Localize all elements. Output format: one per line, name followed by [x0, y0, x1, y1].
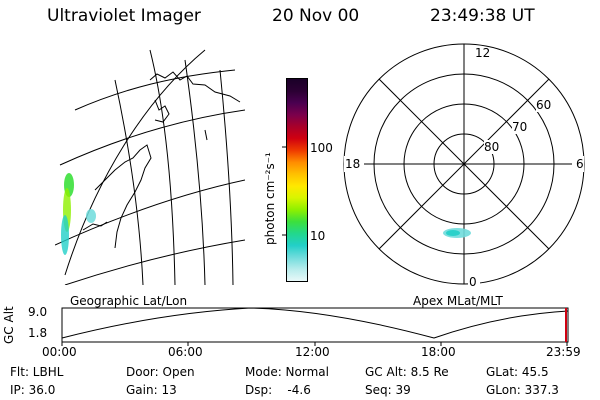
x-tick-06: 06:00	[168, 345, 203, 359]
coastline	[82, 221, 108, 231]
mode-info: Mode: Normal	[245, 365, 329, 379]
instrument-title: Ultraviolet Imager	[47, 6, 201, 26]
colorbar-tick-10: 10	[310, 229, 326, 243]
lat-label-60: 60	[536, 98, 552, 112]
x-tick-12: 12:00	[295, 345, 330, 359]
colorbar	[286, 78, 308, 282]
orbit-altitude-plot	[61, 307, 569, 346]
coastline	[154, 99, 170, 123]
date-label: 20 Nov 00	[272, 6, 360, 26]
dsp-info: Dsp: -4.6	[245, 383, 311, 397]
latitude-line	[59, 109, 245, 166]
latitude-line	[74, 69, 236, 111]
gain-info: Gain: 13	[126, 383, 177, 397]
coastline	[149, 71, 241, 103]
polar-uv-core	[446, 230, 460, 236]
mlt-label-left: 18	[345, 157, 361, 171]
gc-alt-info: GC Alt: 8.5 Re	[365, 365, 449, 379]
earth-limb	[64, 49, 206, 276]
polar-diagonal	[378, 78, 550, 250]
latitude-line	[64, 239, 245, 285]
ip-info: IP: 36.0	[10, 383, 56, 397]
polar-mlt-plot	[343, 43, 585, 288]
glon-info: GLon: 337.3	[486, 383, 559, 397]
colorbar-tick-100: 100	[310, 141, 333, 155]
altitude-curve	[61, 307, 569, 339]
longitude-line	[149, 49, 176, 285]
x-tick-18: 18:00	[421, 345, 456, 359]
filter-info: Flt: LBHL	[10, 365, 64, 379]
y-tick-max: 9.0	[28, 305, 48, 319]
geographic-label: Geographic Lat/Lon	[70, 294, 188, 308]
mlt-label-bottom: 0	[469, 275, 477, 289]
lat-label-70: 70	[512, 120, 528, 134]
apex-label: Apex MLat/MLT	[413, 294, 503, 308]
time-label: 23:49:38 UT	[430, 6, 535, 26]
coastline	[94, 144, 152, 249]
mlt-label-right: 6	[576, 157, 584, 171]
uv-emission-overlay	[61, 173, 96, 255]
door-info: Door: Open	[126, 365, 195, 379]
x-tick-2359: 23:59	[546, 345, 581, 359]
glat-info: GLat: 45.5	[486, 365, 549, 379]
coastline	[204, 129, 208, 141]
lat-label-80: 80	[484, 140, 500, 154]
colorbar-tick-marks	[282, 146, 286, 236]
y-tick-min: 1.8	[28, 326, 48, 340]
longitude-line	[184, 59, 206, 285]
geographic-map	[55, 49, 245, 285]
latitude-line	[55, 179, 245, 246]
longitude-line	[219, 69, 234, 285]
longitude-line	[114, 79, 144, 285]
gc-alt-axis-label: GC Alt	[2, 306, 16, 344]
colorbar-unit-label: photon cm⁻²s⁻¹	[263, 152, 277, 245]
seq-info: Seq: 39	[365, 383, 411, 397]
mlt-label-top: 12	[475, 46, 491, 60]
x-tick-00: 00:00	[42, 345, 77, 359]
